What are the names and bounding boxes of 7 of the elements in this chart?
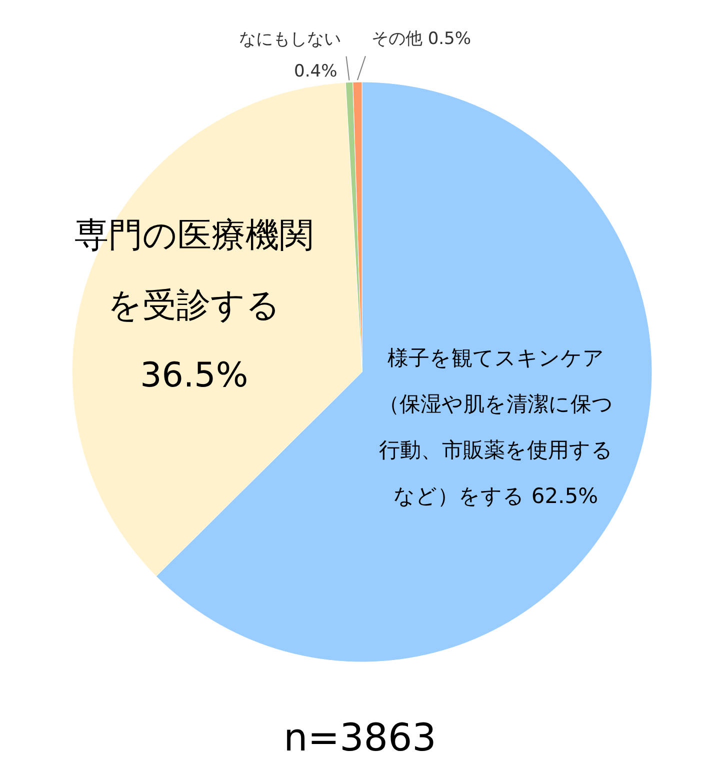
text: n=3863 — [284, 715, 436, 760]
slice-label: 専門の医療機関を受診する — [74, 216, 314, 326]
slice-label: なにもしない — [239, 29, 342, 50]
slice-label: その他 0.5% — [371, 29, 472, 50]
slice-label: 様子を観てスキンケア（保湿や肌を清潔に保つ行動、市販薬を使用するなど）をする 62.5% — [378, 345, 614, 508]
data-label: 0.4% — [294, 61, 338, 82]
data-label: 36.5% — [140, 356, 248, 396]
